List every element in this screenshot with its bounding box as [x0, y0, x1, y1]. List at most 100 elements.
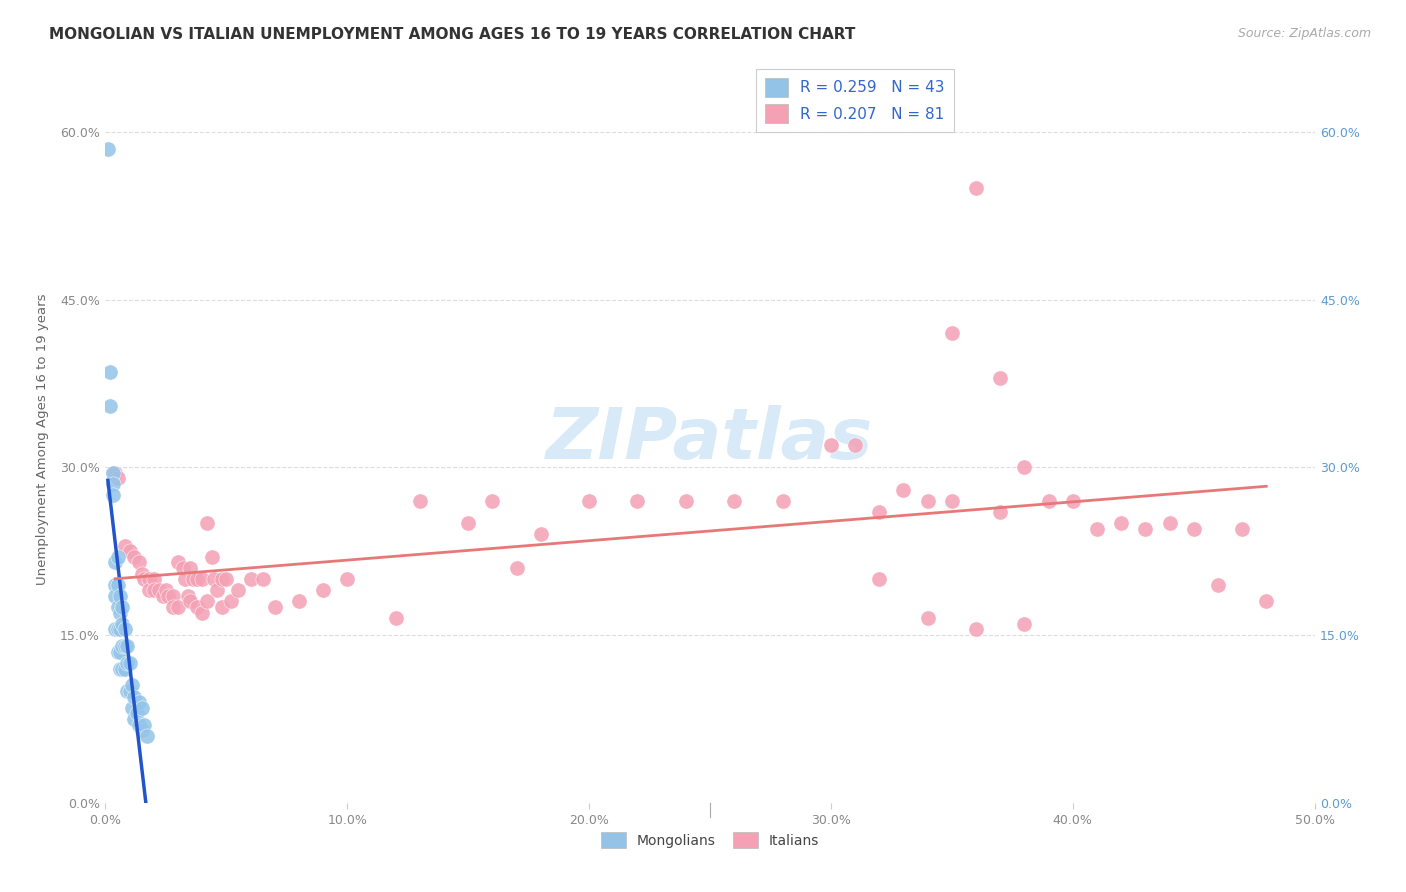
Text: MONGOLIAN VS ITALIAN UNEMPLOYMENT AMONG AGES 16 TO 19 YEARS CORRELATION CHART: MONGOLIAN VS ITALIAN UNEMPLOYMENT AMONG … [49, 27, 856, 42]
Point [893, 483, 915, 497]
Point [157, 589, 180, 603]
Point [98, 365, 121, 379]
Point [409, 493, 432, 508]
Point [457, 516, 479, 531]
Point [128, 695, 150, 709]
Point [125, 706, 148, 721]
Point [965, 180, 987, 194]
Point [138, 583, 160, 598]
Point [988, 371, 1011, 385]
Point [179, 561, 201, 575]
Point [675, 493, 697, 508]
Point [142, 583, 165, 598]
Point [215, 572, 238, 586]
Point [167, 600, 190, 615]
Point [988, 505, 1011, 519]
Point [128, 717, 150, 731]
Point [121, 700, 143, 714]
Point [108, 623, 131, 637]
Point [124, 690, 146, 704]
Point [201, 549, 224, 564]
Point [104, 466, 127, 480]
Point [179, 594, 201, 608]
Point [97, 142, 120, 156]
Point [191, 606, 214, 620]
Point [115, 656, 138, 670]
Point [186, 572, 208, 586]
Point [530, 527, 553, 541]
Point [1085, 522, 1108, 536]
Point [107, 471, 129, 485]
Point [195, 594, 218, 608]
Point [263, 600, 285, 615]
Point [176, 589, 198, 603]
Point [131, 700, 153, 714]
Point [131, 566, 153, 581]
Y-axis label: Unemployment Among Ages 16 to 19 years: Unemployment Among Ages 16 to 19 years [37, 293, 49, 585]
Point [1062, 493, 1084, 508]
Point [107, 600, 129, 615]
Point [723, 493, 745, 508]
Point [111, 662, 134, 676]
Point [1256, 594, 1278, 608]
Point [481, 493, 503, 508]
Text: Source: ZipAtlas.com: Source: ZipAtlas.com [1237, 27, 1371, 40]
Point [965, 623, 987, 637]
Point [844, 438, 866, 452]
Point [941, 326, 963, 340]
Point [167, 555, 190, 569]
Point [104, 578, 127, 592]
Point [1014, 616, 1036, 631]
Point [917, 611, 939, 625]
Point [155, 583, 177, 598]
Point [118, 544, 141, 558]
Point [917, 493, 939, 508]
Point [134, 717, 156, 731]
Point [124, 549, 146, 564]
Point [202, 572, 225, 586]
Point [578, 493, 600, 508]
Point [115, 639, 138, 653]
Point [219, 594, 242, 608]
Point [114, 639, 136, 653]
Point [134, 572, 156, 586]
Text: ZIPatlas: ZIPatlas [547, 405, 873, 474]
Point [228, 583, 250, 598]
Point [336, 572, 359, 586]
Point [211, 600, 233, 615]
Point [107, 549, 129, 564]
Point [384, 611, 406, 625]
Point [772, 493, 794, 508]
Point [98, 399, 121, 413]
Point [108, 645, 131, 659]
Point [111, 639, 134, 653]
Point [111, 600, 134, 615]
Point [1038, 493, 1060, 508]
Point [107, 623, 129, 637]
Point [104, 555, 127, 569]
Point [252, 572, 274, 586]
Point [172, 561, 194, 575]
Point [114, 539, 136, 553]
Point [108, 606, 131, 620]
Point [101, 477, 124, 491]
Point [162, 600, 184, 615]
Point [131, 723, 153, 737]
Point [1014, 460, 1036, 475]
Point [128, 555, 150, 569]
Point [312, 583, 335, 598]
Point [115, 684, 138, 698]
Point [108, 589, 131, 603]
Point [1109, 516, 1132, 531]
Point [211, 572, 233, 586]
Point [121, 678, 143, 692]
Point [152, 589, 174, 603]
Point [868, 505, 890, 519]
Point [114, 623, 136, 637]
Point [104, 589, 127, 603]
Point [142, 572, 165, 586]
Point [108, 662, 131, 676]
Point [118, 684, 141, 698]
Point [868, 572, 890, 586]
Point [191, 572, 214, 586]
